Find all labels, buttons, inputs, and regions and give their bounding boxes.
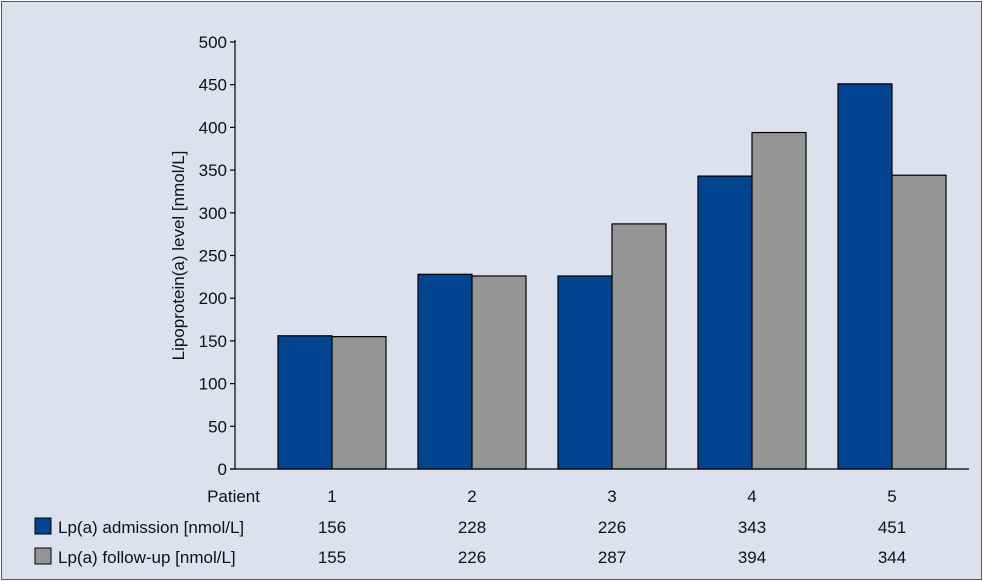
bar-series1-patient-2 [417, 273, 473, 470]
data-label-series1-patient-5: 451 [878, 518, 906, 537]
category-label-3: 3 [607, 487, 616, 506]
data-table: Patient 1 2 3 4 5 Lp(a) admission [nmol/L] 156 2… [34, 487, 906, 567]
data-label-series1-patient-2: 228 [458, 518, 486, 537]
y-tick-label-50: 50 [208, 417, 227, 436]
y-tick-label-350: 350 [199, 161, 227, 180]
y-axis-title: Lipoprotein(a) level [nmol/L] [169, 151, 188, 361]
y-tick-label-200: 200 [199, 289, 227, 308]
legend-label-series2: Lp(a) follow-up [nmol/L] [58, 548, 236, 567]
y-tick-label-100: 100 [199, 375, 227, 394]
category-label-4: 4 [747, 487, 756, 506]
bar-series2-patient-3 [611, 223, 667, 470]
bar-series2-patient-4 [751, 131, 807, 470]
bar-series1-patient-3 [557, 275, 613, 470]
category-label-2: 2 [467, 487, 476, 506]
category-label-5: 5 [887, 487, 896, 506]
data-label-series1-patient-3: 226 [598, 518, 626, 537]
legend-label-series1: Lp(a) admission [nmol/L] [58, 518, 244, 537]
y-tick-label-250: 250 [199, 247, 227, 266]
bars-group [277, 83, 947, 470]
data-label-series2-patient-3: 287 [598, 548, 626, 567]
y-tick-label-150: 150 [199, 332, 227, 351]
bar-series1-patient-1 [277, 335, 333, 470]
bar-series1-patient-5 [837, 83, 893, 470]
data-label-series2-patient-2: 226 [458, 548, 486, 567]
category-row-label: Patient [207, 487, 260, 506]
legend-swatch-series1 [34, 517, 52, 535]
y-tick-label-0: 0 [218, 460, 227, 479]
legend-swatch-series2 [34, 547, 52, 565]
y-tick-label-500: 500 [199, 33, 227, 52]
y-tick-label-400: 400 [199, 118, 227, 137]
bar-series2-patient-2 [471, 275, 527, 470]
y-tick-label-300: 300 [199, 204, 227, 223]
data-label-series1-patient-1: 156 [318, 518, 346, 537]
bar-series1-patient-4 [697, 175, 753, 470]
y-axis: 0 50 100 150 200 250 300 350 400 450 500 [199, 33, 236, 479]
bar-series2-patient-5 [891, 174, 947, 470]
data-label-series2-patient-5: 344 [878, 548, 906, 567]
data-label-series1-patient-4: 343 [738, 518, 766, 537]
data-label-series2-patient-4: 394 [738, 548, 766, 567]
data-label-series2-patient-1: 155 [318, 548, 346, 567]
y-tick-label-450: 450 [199, 76, 227, 95]
bar-series2-patient-1 [331, 336, 387, 470]
category-label-1: 1 [327, 487, 336, 506]
